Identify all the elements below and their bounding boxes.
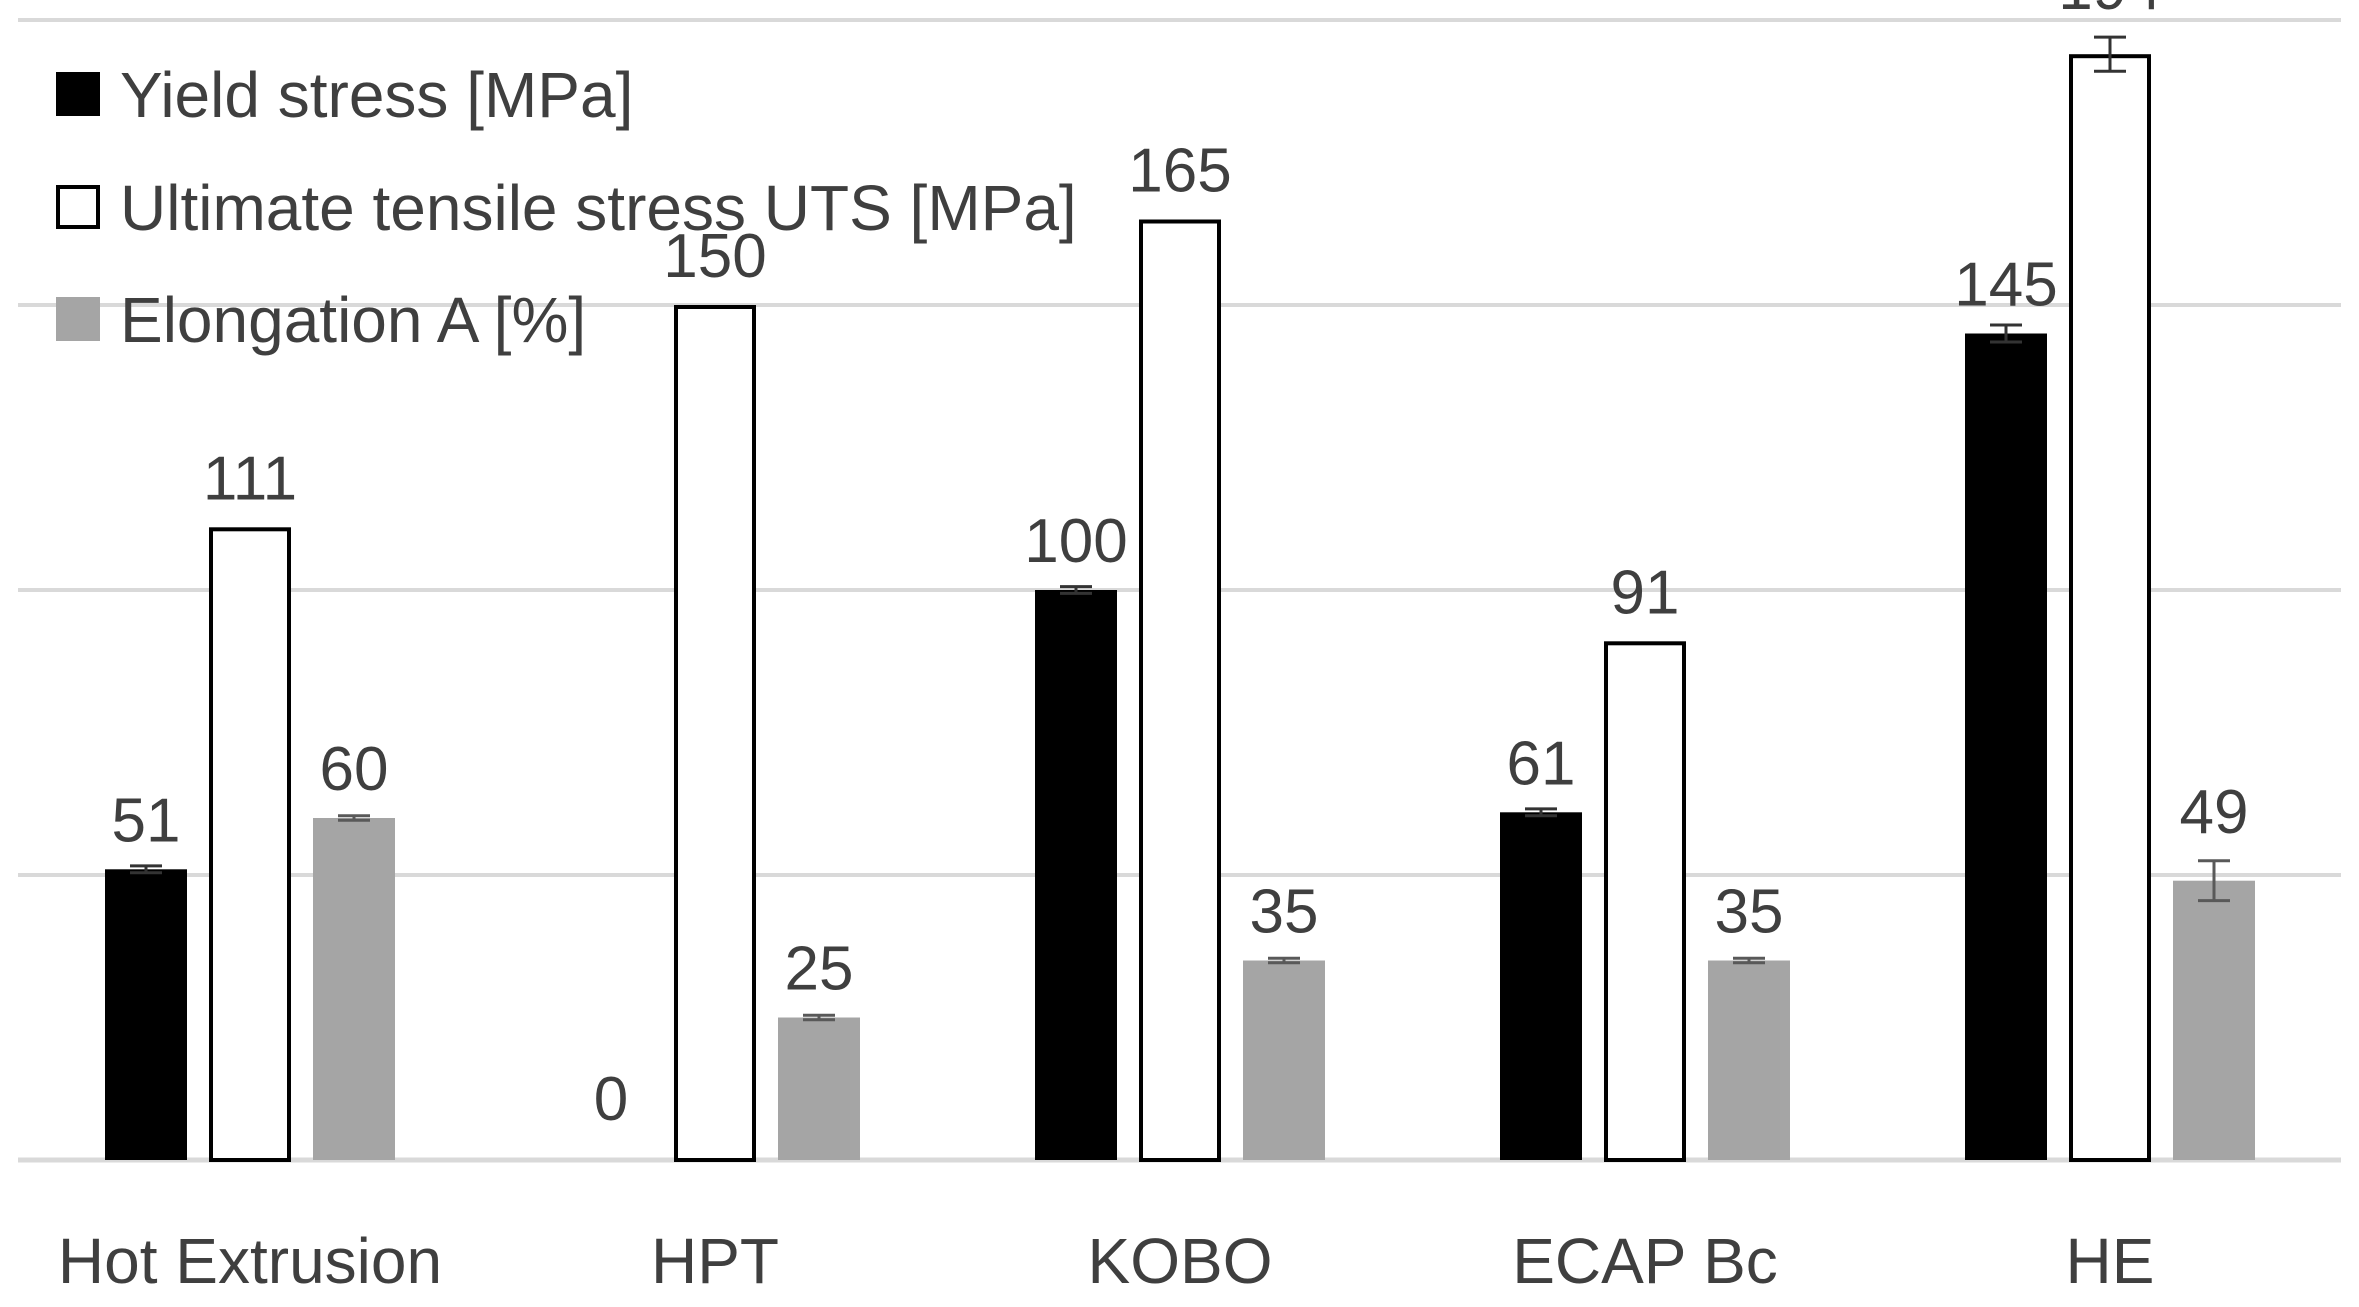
bar-yield-stress-kobo [1035, 590, 1117, 1160]
bar-elongation-he [2173, 880, 2255, 1160]
data-label-yield-stress-kobo: 100 [1024, 507, 1127, 576]
error-bar-elongation-kobo [1268, 956, 1300, 965]
legend-label: Elongation A [%] [120, 284, 586, 356]
error-bar-elongation-hpt [803, 1013, 835, 1022]
legend-swatch [56, 72, 100, 116]
data-label-yield-stress-he: 145 [1954, 251, 2057, 320]
data-label-elongation-he: 49 [2180, 778, 2249, 847]
error-bar-yield-stress-kobo [1060, 585, 1092, 595]
error-bar-elongation-ecap-bc [1733, 956, 1765, 965]
legend-label: Yield stress [MPa] [120, 59, 633, 131]
data-label-uts-hpt: 150 [663, 222, 766, 291]
bar-yield-stress-hot-extrusion [105, 869, 187, 1160]
error-bar-yield-stress-ecap-bc [1525, 807, 1557, 818]
data-label-uts-ecap-bc: 91 [1611, 558, 1680, 627]
category-label-hpt: HPT [651, 1225, 779, 1297]
bar-elongation-kobo [1243, 960, 1325, 1160]
data-label-yield-stress-ecap-bc: 61 [1507, 729, 1576, 798]
legend-item-yield-stress: Yield stress [MPa] [56, 59, 633, 131]
legend: Yield stress [MPa] Ultimate tensile stres… [56, 59, 1077, 356]
error-bar-uts-he [2094, 35, 2126, 73]
bar-elongation-ecap-bc [1708, 960, 1790, 1160]
data-label-elongation-kobo: 35 [1250, 878, 1319, 947]
data-label-elongation-ecap-bc: 35 [1715, 878, 1784, 947]
category-axis: Hot Extrusion HPT KOBO ECAP Bc HE [58, 1225, 2155, 1297]
bar-uts-he [2069, 54, 2151, 1163]
error-bar-yield-stress-he [1990, 323, 2022, 344]
data-label-yield-stress-hot-extrusion: 51 [112, 786, 181, 855]
bar-uts-kobo [1139, 219, 1221, 1162]
error-bars [130, 35, 2230, 1022]
legend-swatch [56, 185, 100, 229]
data-labels: 51 111 60 0 150 25 100 165 35 61 91 35 145 194 49 [112, 0, 2249, 1134]
data-label-yield-stress-hpt: 0 [594, 1065, 628, 1134]
legend-label: Ultimate tensile stress UTS [MPa] [120, 172, 1077, 244]
data-label-elongation-hot-extrusion: 60 [320, 735, 389, 804]
bar-uts-hpt [674, 305, 756, 1162]
legend-item-elongation: Elongation A [%] [56, 284, 586, 356]
bar-elongation-hpt [778, 1017, 860, 1160]
category-label-ecap-bc: ECAP Bc [1512, 1225, 1778, 1297]
bar-yield-stress-he [1965, 333, 2047, 1160]
category-label-hot-extrusion: Hot Extrusion [58, 1225, 442, 1297]
category-label-kobo: KOBO [1088, 1225, 1273, 1297]
bar-yield-stress-ecap-bc [1500, 812, 1582, 1160]
legend-item-uts: Ultimate tensile stress UTS [MPa] [56, 172, 1077, 244]
error-bar-yield-stress-hot-extrusion [130, 864, 162, 875]
bars [105, 54, 2255, 1163]
legend-swatch [56, 297, 100, 341]
data-label-uts-he: 194 [2058, 0, 2161, 23]
error-bar-elongation-hot-extrusion [338, 814, 370, 822]
data-label-elongation-hpt: 25 [785, 935, 854, 1004]
data-label-uts-hot-extrusion: 111 [203, 444, 297, 513]
error-bar-elongation-he [2198, 859, 2230, 903]
bar-uts-ecap-bc [1604, 641, 1686, 1162]
data-label-uts-kobo: 165 [1128, 137, 1231, 206]
category-label-he: HE [2066, 1225, 2155, 1297]
bar-elongation-hot-extrusion [313, 818, 395, 1160]
bar-uts-hot-extrusion [209, 527, 291, 1162]
